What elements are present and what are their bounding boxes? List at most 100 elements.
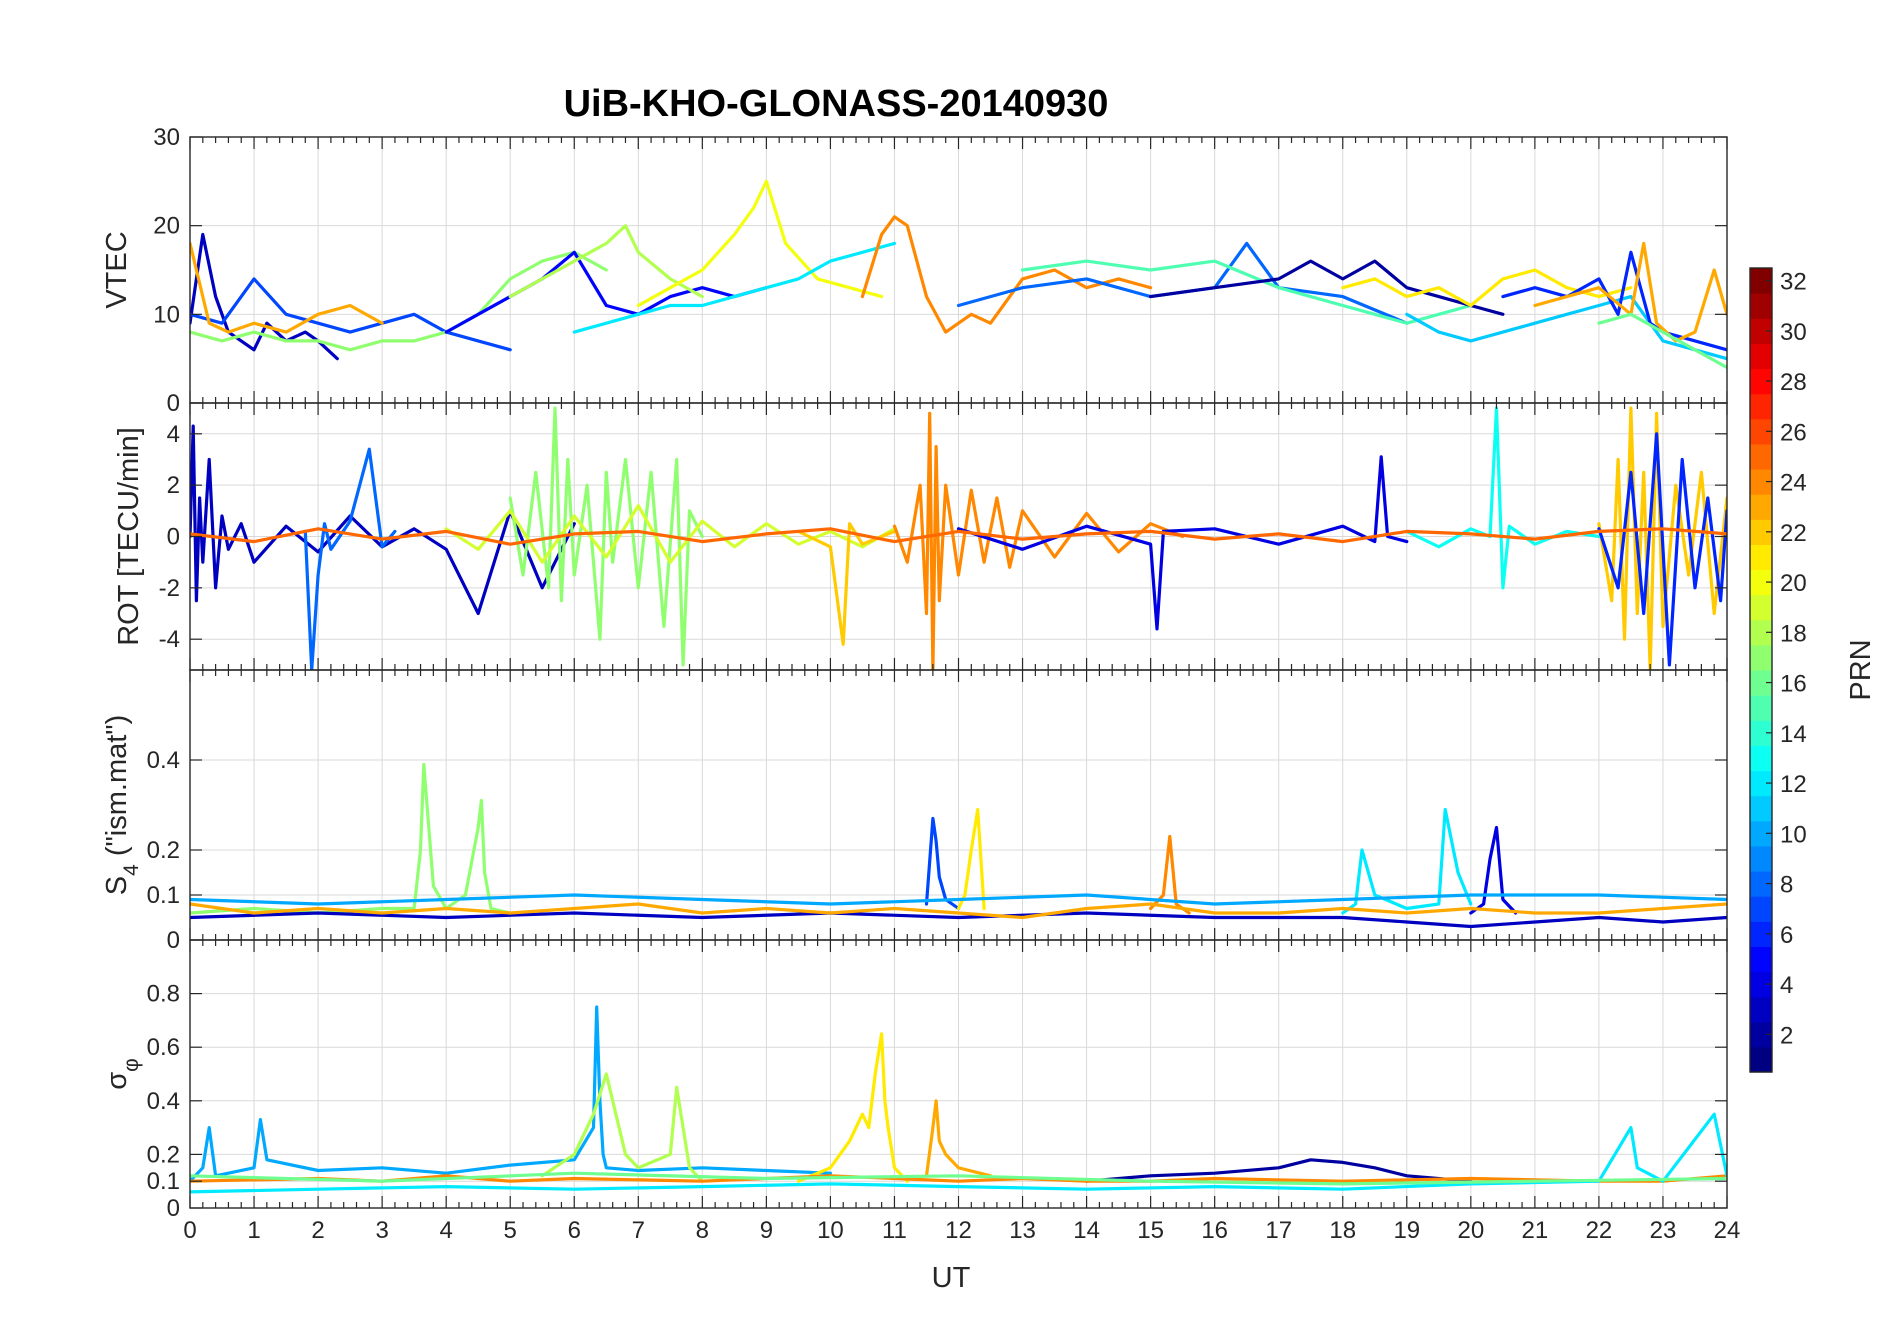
- y-axis-label-tail: ("ism.mat"): [101, 715, 133, 864]
- series-vtec: [190, 179, 1727, 370]
- colorbar-band: [1750, 569, 1772, 596]
- colorbar-band: [1750, 871, 1772, 897]
- y-tick-label: 0.4: [147, 747, 180, 774]
- colorbar-band: [1750, 268, 1772, 294]
- x-tick-label: 7: [632, 1217, 645, 1244]
- y-tick-label: 0.2: [147, 837, 180, 864]
- series-line-prn-24: [190, 1174, 1727, 1183]
- y-tick-label: 10: [153, 301, 180, 328]
- y-tick-label: 0.4: [147, 1088, 180, 1115]
- x-tick-label: 18: [1329, 1217, 1356, 1244]
- series-sigma_phi: [190, 1005, 1727, 1194]
- series-line-prn-23b: [1533, 241, 1727, 343]
- y-axis-label-main: S: [101, 876, 133, 895]
- colorbar-band: [1750, 845, 1772, 872]
- colorbar-band: [1750, 393, 1772, 420]
- panel-s4: 0 0.1 0.2 0.4S4 ("ism.mat"): [101, 669, 1728, 954]
- series-line-prn-7: [190, 277, 512, 352]
- series-line-prn-10: [190, 893, 1727, 906]
- colorbar-tick-label: 26: [1780, 419, 1807, 446]
- y-tick-label: 0: [167, 927, 180, 954]
- colorbar-band: [1750, 1021, 1772, 1048]
- y-tick-label: -2: [159, 575, 180, 602]
- series-line-prn-21: [796, 1032, 909, 1183]
- colorbar-band: [1750, 795, 1772, 822]
- series-line-prn-2: [1148, 259, 1505, 316]
- series-line-prn-6: [1501, 250, 1727, 352]
- y-tick-label: 4: [167, 421, 180, 448]
- colorbar-tick-label: 28: [1780, 369, 1807, 396]
- x-axis-label: UT: [932, 1262, 971, 1294]
- x-tick-label: 11: [882, 1217, 907, 1244]
- colorbar-tick-label: 14: [1780, 721, 1807, 748]
- y-tick-label: 0: [167, 1195, 180, 1222]
- series-line-prn-3: [190, 424, 576, 616]
- colorbar-tick-label: 24: [1780, 470, 1807, 497]
- series-line-prn-23: [924, 1099, 993, 1178]
- y-tick-label: 0.6: [147, 1034, 180, 1061]
- y-axis-label-subscript: φ: [120, 1058, 143, 1072]
- series-line-prn-8: [303, 447, 397, 670]
- x-tick-label: 4: [439, 1217, 452, 1244]
- colorbar-band: [1750, 293, 1772, 319]
- series-line-prn-18: [540, 1072, 704, 1183]
- series-line-prn-22: [796, 522, 897, 646]
- colorbar-band: [1750, 996, 1772, 1023]
- colorbar-tick-label: 4: [1780, 972, 1793, 999]
- colorbar-band: [1750, 519, 1772, 545]
- series-line-prn-12: [190, 1112, 1727, 1194]
- colorbar-tick-label: 10: [1780, 821, 1807, 848]
- colorbar-band: [1750, 443, 1772, 470]
- x-ticks-s4: [189, 670, 1728, 940]
- x-tick-label: 8: [696, 1217, 709, 1244]
- x-tick-label: 15: [1137, 1217, 1164, 1244]
- panel-vtec: 0 10 20 30 VTEC: [101, 124, 1728, 417]
- series-rot: [190, 406, 1727, 670]
- x-tick-label: 2: [311, 1217, 324, 1244]
- colorbar-band: [1750, 670, 1772, 696]
- y-axis-label-s4: S4 ("ism.mat"): [101, 715, 143, 896]
- x-tick-label: 10: [817, 1217, 844, 1244]
- series-line-prn-12: [1341, 807, 1473, 915]
- colorbar-tick-label: 20: [1780, 570, 1807, 597]
- x-tick-labels: 0 1 2 3 4 5 6 7 8 9 10 11 12 13 14 15 16 17 18 19 20 21 22 23 24: [183, 1217, 1740, 1244]
- colorbar-band: [1750, 619, 1772, 646]
- colorbar-tick-label: 32: [1780, 269, 1807, 296]
- colorbar-tick-label: 16: [1780, 671, 1807, 698]
- series-line-prn-3: [190, 232, 339, 361]
- series-line-prn-4: [956, 455, 1409, 631]
- y-axis-label-sigma_phi: σφ: [101, 1058, 143, 1090]
- x-tick-label: 21: [1522, 1217, 1549, 1244]
- y-axis-label-main: σ: [101, 1072, 133, 1090]
- y-tick-label: 20: [153, 213, 180, 240]
- colorbar-tick-label: 30: [1780, 319, 1807, 346]
- series-line-prn-24: [860, 215, 1153, 334]
- y-tick-label: 2: [167, 472, 180, 499]
- series-line-prn-3: [190, 911, 1727, 929]
- x-tick-label: 13: [1009, 1217, 1036, 1244]
- series-line-prn-16: [1597, 312, 1727, 370]
- y-axis-vtec: 0 10 20 30: [153, 124, 1727, 417]
- series-line-prn-19: [444, 504, 897, 564]
- colorbar-tick-label: 8: [1780, 872, 1793, 899]
- colorbar-band: [1750, 720, 1772, 746]
- y-tick-label: 30: [153, 124, 180, 151]
- x-tick-label: 9: [760, 1217, 773, 1244]
- series-line-prn-23: [190, 902, 1727, 920]
- series-line-prn-4: [1469, 825, 1518, 915]
- colorbar-band: [1750, 469, 1772, 495]
- x-tick-label: 12: [945, 1217, 972, 1244]
- series-s4: [190, 762, 1727, 929]
- x-ticks-rot: [189, 403, 1728, 670]
- colorbar-tick-label: 6: [1780, 922, 1793, 949]
- y-tick-label: 0.1: [147, 882, 180, 909]
- y-axis-label-vtec: VTEC: [101, 231, 133, 308]
- y-tick-label: -4: [159, 626, 180, 653]
- y-tick-label: 0: [167, 524, 180, 551]
- colorbar-frame: [1749, 267, 1773, 1073]
- colorbar-band: [1750, 921, 1772, 947]
- colorbar-band: [1750, 368, 1772, 395]
- panel-sigma_phi: 00.10.2 0.4 0.6 0.8 σφ: [101, 939, 1728, 1222]
